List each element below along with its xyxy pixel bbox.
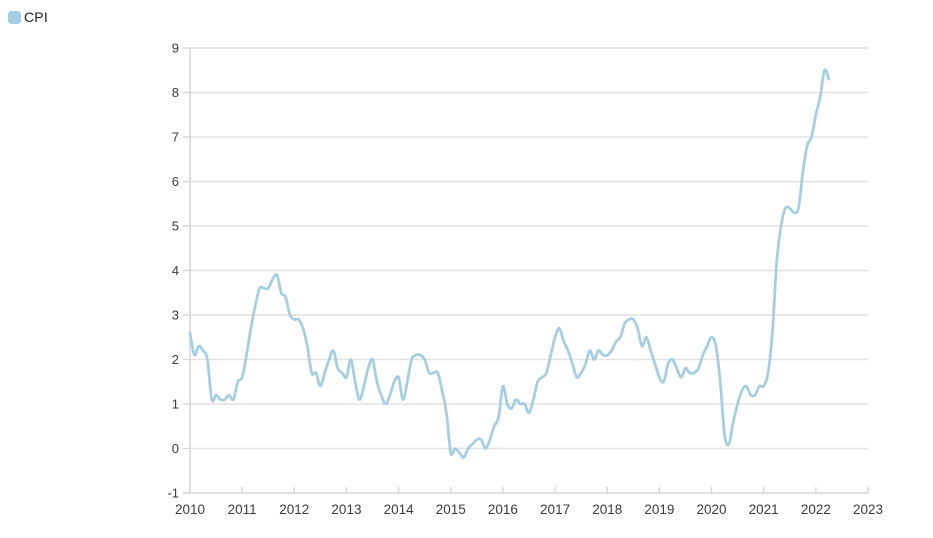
x-axis-label: 2012 <box>279 502 309 517</box>
y-axis-label: 2 <box>172 352 179 367</box>
x-axis-label: 2021 <box>749 502 779 517</box>
y-axis-label: 3 <box>172 308 179 323</box>
legend-label: CPI <box>24 9 48 25</box>
x-axis-label: 2018 <box>592 502 622 517</box>
legend-marker-icon <box>8 10 21 24</box>
y-axis-label: 4 <box>172 263 179 278</box>
x-axis-label: 2010 <box>175 502 205 517</box>
y-axis-label: 8 <box>172 85 179 100</box>
y-axis-label: -1 <box>167 486 179 501</box>
x-axis-label: 2017 <box>540 502 570 517</box>
x-axis-label: 2011 <box>228 502 257 517</box>
x-axis-label: 2013 <box>331 502 361 517</box>
y-axis-label: 5 <box>172 219 179 234</box>
x-axis-label: 2023 <box>853 502 883 517</box>
x-axis-label: 2016 <box>488 502 518 517</box>
y-axis-label: 9 <box>172 41 179 56</box>
x-axis-label: 2019 <box>644 502 674 517</box>
y-axis-label: 0 <box>172 441 179 456</box>
legend-item-cpi[interactable]: CPI <box>8 9 48 25</box>
x-axis-label: 2014 <box>384 502 415 517</box>
y-axis-label: 6 <box>172 174 179 189</box>
y-axis-label: 7 <box>172 130 179 145</box>
x-axis-label: 2022 <box>801 502 831 517</box>
x-axis-label: 2015 <box>436 502 466 517</box>
cpi-series-line[interactable] <box>188 68 831 459</box>
y-axis-label: 1 <box>172 397 179 412</box>
x-axis-label: 2020 <box>697 502 727 517</box>
